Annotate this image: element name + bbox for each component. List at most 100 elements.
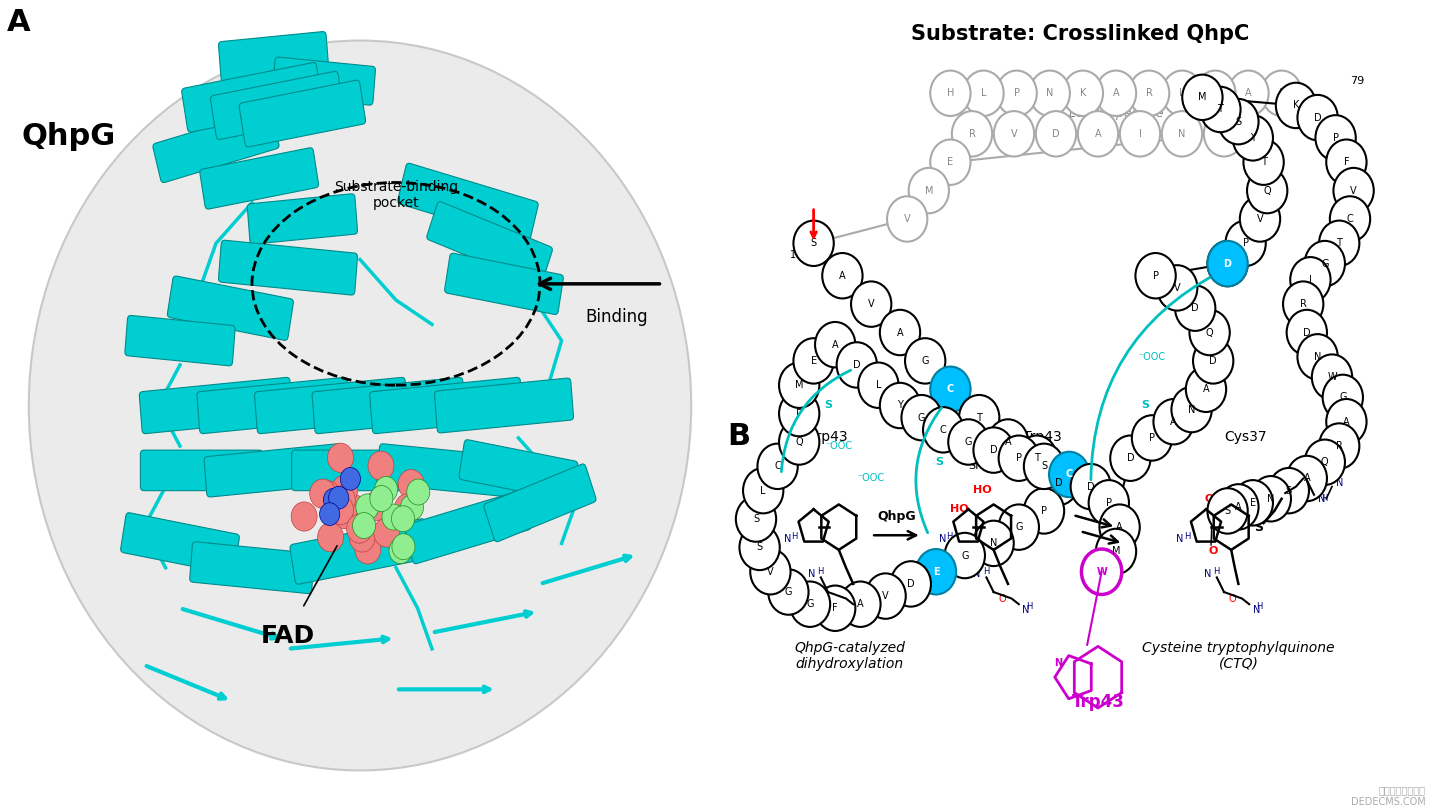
Text: D: D [1303, 328, 1310, 337]
Text: COO⁻: COO⁻ [793, 372, 819, 382]
Text: V: V [1011, 129, 1017, 139]
FancyBboxPatch shape [200, 148, 318, 209]
Text: K: K [1221, 129, 1227, 139]
FancyBboxPatch shape [426, 202, 553, 285]
Text: W: W [1096, 567, 1107, 577]
Text: P: P [1041, 506, 1047, 516]
FancyBboxPatch shape [204, 444, 343, 497]
Text: D: D [1224, 259, 1231, 268]
Circle shape [1129, 71, 1169, 116]
Text: N: N [808, 569, 815, 579]
Text: P: P [1014, 88, 1020, 98]
Circle shape [1283, 281, 1323, 327]
Circle shape [370, 486, 393, 512]
FancyBboxPatch shape [248, 194, 357, 244]
Circle shape [948, 419, 988, 465]
Text: P: P [1015, 453, 1022, 463]
Circle shape [354, 534, 380, 564]
Circle shape [1326, 139, 1367, 185]
Text: R: R [1300, 299, 1306, 309]
Circle shape [406, 479, 429, 505]
Text: 1: 1 [789, 251, 795, 260]
Circle shape [1120, 111, 1161, 157]
Text: HO: HO [950, 504, 968, 514]
Circle shape [374, 518, 400, 547]
Text: S: S [753, 514, 759, 524]
Text: FAD: FAD [261, 624, 315, 649]
Text: T: T [1034, 453, 1040, 463]
FancyBboxPatch shape [190, 542, 314, 594]
Circle shape [1250, 476, 1292, 521]
Text: Trp43: Trp43 [1071, 693, 1125, 711]
Text: L: L [981, 88, 986, 98]
Circle shape [880, 383, 920, 428]
Text: S: S [824, 401, 832, 410]
Circle shape [1070, 464, 1112, 509]
Circle shape [369, 451, 395, 480]
Text: C: C [775, 461, 780, 471]
Text: K: K [1080, 88, 1086, 98]
Text: N: N [1318, 494, 1325, 504]
Text: T: T [1217, 105, 1224, 114]
Text: H: H [1214, 567, 1220, 577]
Circle shape [1312, 354, 1352, 400]
Text: R: R [1336, 441, 1342, 451]
Circle shape [930, 367, 971, 412]
Text: A: A [1005, 437, 1011, 447]
Text: O: O [998, 594, 1007, 603]
Text: G: G [1015, 522, 1022, 532]
Text: S: S [1224, 506, 1231, 516]
Circle shape [945, 533, 985, 578]
Circle shape [1038, 460, 1079, 505]
FancyBboxPatch shape [272, 57, 376, 105]
Text: QhpG: QhpG [877, 510, 916, 523]
Circle shape [1243, 139, 1284, 185]
Text: E: E [1250, 498, 1256, 508]
Circle shape [1228, 71, 1269, 116]
Circle shape [1218, 99, 1259, 144]
Circle shape [736, 496, 776, 542]
Circle shape [340, 494, 366, 523]
Text: N: N [1204, 569, 1211, 579]
Circle shape [1195, 71, 1236, 116]
Circle shape [743, 468, 783, 513]
Text: V: V [904, 214, 910, 224]
Circle shape [1233, 480, 1273, 526]
Circle shape [1096, 529, 1136, 574]
Circle shape [382, 504, 405, 530]
Circle shape [779, 419, 819, 465]
Text: S: S [1236, 117, 1241, 127]
Text: H: H [1284, 490, 1292, 500]
Circle shape [1305, 440, 1345, 485]
Text: O: O [1228, 594, 1237, 603]
Circle shape [1158, 265, 1198, 311]
Text: H: H [984, 567, 989, 577]
Circle shape [901, 395, 942, 440]
Circle shape [1063, 71, 1103, 116]
Text: DEDECMS.COM: DEDECMS.COM [1351, 797, 1426, 807]
Text: S: S [1286, 486, 1292, 496]
Text: 6,7-(OH)₂-Trp43: 6,7-(OH)₂-Trp43 [955, 430, 1061, 444]
Circle shape [1024, 488, 1064, 534]
FancyBboxPatch shape [219, 240, 357, 295]
Text: A: A [1246, 88, 1251, 98]
Circle shape [389, 538, 412, 564]
Circle shape [815, 586, 855, 631]
Circle shape [880, 310, 920, 355]
Circle shape [347, 514, 373, 543]
Circle shape [779, 363, 819, 408]
Text: N: N [973, 569, 981, 579]
Text: H: H [792, 531, 798, 541]
Text: A: A [1303, 474, 1310, 483]
Circle shape [314, 481, 340, 510]
FancyBboxPatch shape [445, 253, 563, 315]
Text: D: D [1210, 356, 1217, 366]
Text: V: V [868, 299, 874, 309]
Text: Q: Q [1320, 457, 1329, 467]
Text: N: N [989, 539, 998, 548]
Circle shape [973, 427, 1014, 473]
Circle shape [750, 549, 791, 594]
Circle shape [392, 534, 415, 560]
Text: I: I [1139, 129, 1142, 139]
Circle shape [327, 443, 353, 472]
